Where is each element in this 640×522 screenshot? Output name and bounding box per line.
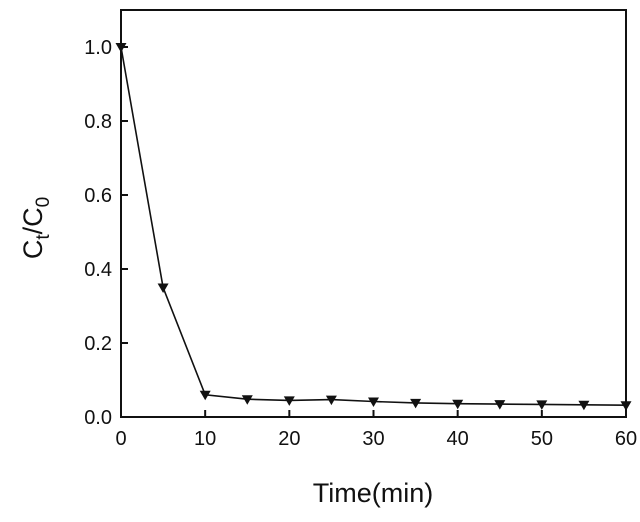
x-tick-label: 10: [194, 428, 216, 450]
y-tick-label: 0.2: [84, 333, 112, 355]
x-tick-label: 0: [115, 428, 126, 450]
y-tick-label: 0.4: [84, 259, 112, 281]
x-axis-title: Time(min): [313, 478, 434, 508]
x-tick-label: 30: [362, 428, 384, 450]
y-axis-title: Ct/C0: [18, 197, 54, 259]
data-point: [536, 400, 548, 410]
x-axis-ticks: 0 10 20 30 40 50 60: [115, 410, 637, 450]
x-tick-label: 20: [278, 428, 300, 450]
y-axis-title-sub1: t: [33, 234, 54, 240]
data-point: [620, 401, 632, 411]
data-point: [578, 400, 590, 411]
data-point: [494, 400, 506, 410]
y-tick-label: 0.6: [84, 185, 112, 207]
y-axis-title-main: C: [18, 240, 48, 260]
svg-text:Ct/C0: Ct/C0: [18, 197, 54, 259]
data-point: [368, 397, 379, 407]
y-tick-label: 0.0: [84, 407, 112, 429]
data-point: [325, 395, 337, 406]
data-point: [199, 390, 211, 401]
x-tick-label: 50: [531, 428, 553, 450]
plot-frame: [120, 9, 627, 418]
x-tick-label: 40: [447, 428, 469, 450]
y-axis-title-sep: /C: [18, 207, 48, 234]
y-axis-title-sub2: 0: [33, 197, 54, 208]
data-point: [283, 396, 295, 406]
data-point: [452, 399, 464, 410]
y-tick-label: 0.8: [84, 111, 112, 133]
series-line: [120, 46, 627, 406]
data-point: [115, 43, 127, 53]
data-point: [241, 395, 253, 405]
data-point: [157, 283, 169, 293]
data-point: [410, 398, 422, 409]
series-layer: [115, 43, 632, 411]
y-axis-ticks: 0.0 0.2 0.4 0.6 0.8 1.0: [84, 37, 128, 429]
x-tick-label: 60: [615, 428, 637, 450]
y-tick-label: 1.0: [84, 37, 112, 59]
